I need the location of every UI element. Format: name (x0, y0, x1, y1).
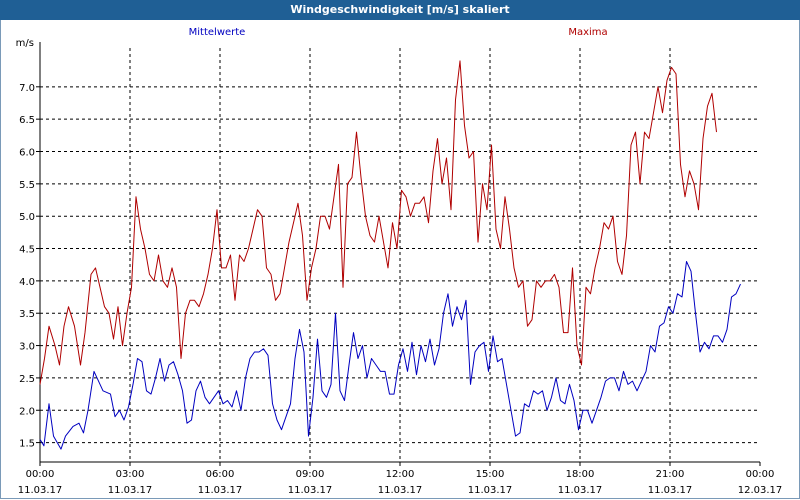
x-tick-time-label: 00:00 (746, 469, 775, 480)
x-tick-time-label: 15:00 (476, 469, 505, 480)
legend-entry-maxima: Maxima (568, 27, 607, 38)
y-tick-label: 5.5 (19, 180, 35, 191)
x-tick-time-label: 06:00 (206, 469, 235, 480)
x-tick-date-label: 11.03.17 (288, 485, 333, 496)
grid (40, 48, 760, 462)
x-tick-date-label: 11.03.17 (468, 485, 513, 496)
x-tick-time-label: 09:00 (296, 469, 325, 480)
x-tick-time-label: 12:00 (386, 469, 415, 480)
x-tick-time-label: 18:00 (566, 469, 595, 480)
legend: Mittelwerte Maxima (189, 27, 608, 38)
y-tick-label: 2.5 (19, 374, 35, 385)
x-tick-date-label: 11.03.17 (198, 485, 243, 496)
x-tick-date-label: 11.03.17 (18, 485, 63, 496)
y-tick-label: 6.0 (19, 148, 35, 159)
y-tick-label: 2.0 (19, 406, 35, 417)
y-tick-label: 7.0 (19, 83, 35, 94)
legend-entry-mittelwerte: Mittelwerte (189, 27, 246, 38)
axes: 1.5 2.0 2.5 3.0 3.5 4.0 4.5 5.0 5.5 6.0 6.5 7.0 00:0… (16, 38, 783, 496)
series-line-mittelwerte (39, 261, 741, 450)
x-tick-date-label: 12.03.17 (738, 485, 783, 496)
x-tick-date-label: 11.03.17 (648, 485, 693, 496)
y-tick-label: 3.0 (19, 342, 35, 353)
window-title: Windgeschwindigkeit [m/s] skaliert (0, 0, 800, 20)
x-tick-time-label: 03:00 (116, 469, 145, 480)
y-tick-label: 3.5 (19, 309, 35, 320)
x-tick-date-label: 11.03.17 (108, 485, 153, 496)
y-tick-label: 4.0 (19, 277, 35, 288)
series-lines (39, 60, 741, 450)
series-line-maxima (39, 60, 717, 385)
y-tick-label: 5.0 (19, 212, 35, 223)
y-tick-label: 4.5 (19, 245, 35, 256)
x-tick-time-label: 00:00 (26, 469, 55, 480)
x-tick-date-label: 11.03.17 (558, 485, 603, 496)
y-axis-label: m/s (16, 38, 34, 49)
x-tick-date-label: 11.03.17 (378, 485, 423, 496)
y-tick-label: 1.5 (19, 439, 35, 450)
x-tick-time-label: 21:00 (656, 469, 685, 480)
y-tick-label: 6.5 (19, 115, 35, 126)
